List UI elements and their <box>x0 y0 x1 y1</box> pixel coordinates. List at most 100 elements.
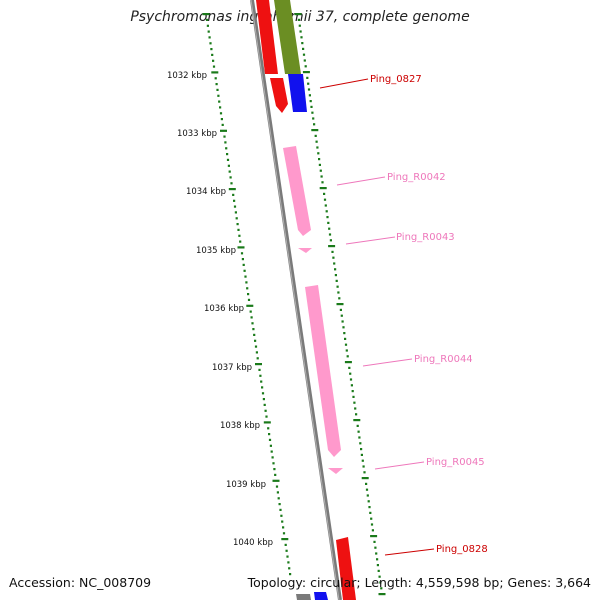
inner-tick <box>226 158 230 161</box>
rna-block-ping-r0043[interactable] <box>298 248 312 253</box>
outer-tick <box>371 529 374 532</box>
inner-tick <box>240 252 244 255</box>
outer-tick <box>328 245 336 248</box>
tick-label-1034: 1034 kbp <box>186 187 226 197</box>
cds-block-ping-0827-forward[interactable] <box>270 78 288 113</box>
outer-tick <box>306 76 309 79</box>
cds-block-bottom-reverse[interactable] <box>314 592 328 600</box>
outer-tick <box>319 187 327 190</box>
inner-tick <box>277 497 280 500</box>
cds-block-ping-0827-reverse[interactable] <box>288 74 307 112</box>
outer-tick <box>353 401 356 404</box>
map-title: Psychromonas ingrahamii 37, complete gen… <box>130 9 470 25</box>
inner-tick <box>220 118 223 121</box>
inner-tick <box>230 182 233 185</box>
feature-labels: Ping_0827 Ping_R0042 Ping_R0043 Ping_R00… <box>370 74 488 555</box>
gene-block-top[interactable] <box>274 0 301 74</box>
outer-tick <box>377 569 380 572</box>
cds-block-top-forward[interactable] <box>256 0 278 74</box>
outer-tick <box>352 395 355 398</box>
inner-tick <box>250 316 253 319</box>
gene-block-bottom[interactable] <box>296 594 311 600</box>
inner-tick <box>279 508 282 511</box>
inner-tick <box>263 403 266 406</box>
outer-tick <box>357 430 360 433</box>
outer-tick <box>365 488 369 491</box>
outer-tick <box>376 564 379 567</box>
outer-tick <box>370 523 374 526</box>
inner-tick <box>239 240 242 243</box>
inner-tick <box>251 322 254 325</box>
inner-tick <box>273 468 276 471</box>
outer-tick <box>304 65 307 68</box>
inner-tick <box>281 520 284 523</box>
outer-tick <box>344 361 352 364</box>
inner-tick <box>219 106 222 109</box>
outer-tick <box>311 111 314 114</box>
outer-tick <box>328 233 332 236</box>
inner-tick <box>215 83 218 86</box>
outer-tick <box>301 42 304 45</box>
inner-tick <box>220 129 227 132</box>
feature-label-ping-0828[interactable]: Ping_0828 <box>436 544 488 555</box>
inner-tick <box>237 246 245 249</box>
inner-tick <box>253 333 256 336</box>
inner-tick <box>247 293 250 296</box>
inner-tick <box>288 567 291 570</box>
outer-tick <box>309 100 312 103</box>
feature-label-ping-r0045[interactable]: Ping_R0045 <box>426 457 485 468</box>
feature-label-ping-r0043[interactable]: Ping_R0043 <box>396 232 455 243</box>
inner-tick <box>225 147 228 150</box>
feature-label-ping-r0042[interactable]: Ping_R0042 <box>387 172 446 183</box>
outer-tick <box>302 47 305 50</box>
inner-tick <box>264 409 267 412</box>
rna-block-ping-r0044[interactable] <box>305 285 341 457</box>
rna-block-ping-r0045[interactable] <box>328 468 343 474</box>
inner-tick <box>252 328 255 331</box>
inner-tick <box>236 223 239 226</box>
outer-tick <box>378 575 381 578</box>
inner-tick-track <box>202 13 292 576</box>
inner-tick <box>212 65 216 68</box>
outer-tick <box>359 442 362 445</box>
outer-tick <box>361 477 369 480</box>
cds-block-ping-0828-forward[interactable] <box>336 537 356 600</box>
feature-label-ping-r0044[interactable]: Ping_R0044 <box>414 354 473 365</box>
outer-tick <box>369 511 372 514</box>
outer-tick <box>299 30 302 33</box>
outer-tick <box>311 129 319 132</box>
inner-tick <box>228 170 231 173</box>
outer-tick <box>336 303 344 306</box>
outer-tick <box>320 175 323 178</box>
outer-tick <box>335 279 338 282</box>
outer-tick <box>336 285 339 288</box>
outer-tick <box>332 256 335 259</box>
inner-tick <box>280 514 283 517</box>
rna-block-ping-r0042[interactable] <box>283 146 311 236</box>
outer-tick <box>337 291 340 294</box>
tick-label-1040: 1040 kbp <box>233 538 273 548</box>
outer-tick <box>341 320 344 323</box>
inner-tick <box>229 176 232 179</box>
inner-tick <box>261 392 265 395</box>
outer-tick <box>373 540 376 543</box>
inner-tick <box>202 13 210 16</box>
feature-label-ping-0827[interactable]: Ping_0827 <box>370 74 422 85</box>
inner-tick <box>219 112 223 115</box>
inner-tick <box>237 228 240 231</box>
inner-tick <box>275 485 279 488</box>
inner-tick <box>278 503 281 506</box>
feature-blocks <box>256 0 356 600</box>
tick-label-1036: 1036 kbp <box>204 304 244 314</box>
outer-tick <box>344 343 348 346</box>
inner-tick <box>235 217 238 220</box>
outer-tick <box>363 471 366 474</box>
inner-tick <box>282 532 286 535</box>
outer-tick <box>361 459 364 462</box>
outer-tick <box>323 198 327 201</box>
feature-callouts <box>319 78 435 556</box>
outer-tick <box>366 494 369 497</box>
outer-tick <box>302 53 306 56</box>
inner-tick <box>268 433 271 436</box>
inner-tick <box>285 549 288 552</box>
